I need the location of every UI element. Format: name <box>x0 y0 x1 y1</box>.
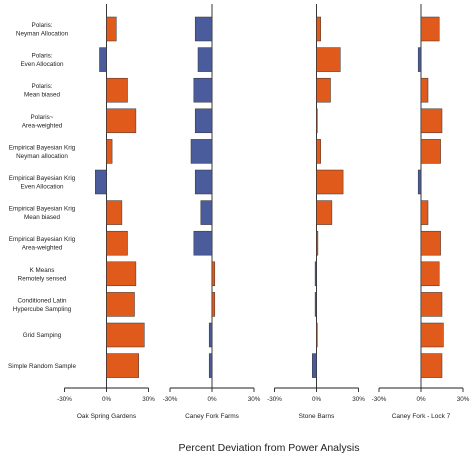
category-label: Empirical Bayesian Krig Neyman allocation <box>9 144 76 160</box>
bar <box>95 169 107 195</box>
bar <box>190 139 213 164</box>
bar <box>316 139 321 164</box>
bar <box>106 261 137 287</box>
x-tick-label: 30% <box>248 396 261 403</box>
bar <box>316 47 341 72</box>
bar <box>194 16 213 42</box>
category-label: Polaris~ Area-weighted <box>22 114 63 130</box>
bar <box>314 261 317 287</box>
x-tick-label: -30% <box>372 396 387 403</box>
bar <box>420 230 441 256</box>
bar <box>193 77 213 103</box>
bar <box>106 322 145 348</box>
category-label: Simple Random Sample <box>8 363 76 370</box>
panel-title: Oak Spring Gardens <box>77 413 137 420</box>
x-tick-label: 30% <box>457 396 470 403</box>
bar <box>106 77 128 103</box>
bar <box>316 16 321 42</box>
bar <box>208 322 213 348</box>
bar <box>316 322 318 348</box>
category-label: K Means Remotely sensed <box>18 267 67 283</box>
bar <box>420 292 443 317</box>
x-tick-label: 0% <box>416 396 426 403</box>
bar <box>312 353 317 378</box>
bar <box>316 200 333 225</box>
panel-title: Caney Fork Farms <box>185 413 240 420</box>
bar <box>316 169 344 195</box>
category-label: Conditioned Latin Hypercube Sampling <box>13 297 72 313</box>
bar <box>106 292 135 317</box>
bar <box>420 322 444 348</box>
bar <box>106 200 123 225</box>
bar <box>314 292 317 317</box>
category-label: Polaris: Even Allocation <box>20 53 64 68</box>
bar <box>106 353 139 378</box>
bar <box>193 230 213 256</box>
bar <box>211 261 216 287</box>
bar <box>316 230 319 256</box>
panel-title: Stone Barns <box>299 413 336 420</box>
bar <box>420 77 429 103</box>
x-tick-label: 0% <box>312 396 322 403</box>
category-label: Empirical Bayesian Krig Even Allocation <box>9 175 76 191</box>
x-tick-label: 0% <box>207 396 217 403</box>
bar <box>197 47 213 72</box>
bar <box>106 16 117 42</box>
category-label: Polaris: Mean biased <box>24 83 61 99</box>
bar <box>417 169 422 195</box>
bar <box>99 47 107 72</box>
bar <box>200 200 213 225</box>
bar <box>420 16 440 42</box>
x-tick-label: -30% <box>267 396 282 403</box>
bar <box>417 47 422 72</box>
x-axis-title: Percent Deviation from Power Analysis <box>179 442 360 454</box>
bar <box>194 108 213 134</box>
bar <box>316 77 331 103</box>
panel-title: Caney Fork - Lock 7 <box>392 413 451 420</box>
category-label: Empirical Bayesian Krig Area-weighted <box>9 236 76 252</box>
bar <box>106 230 128 256</box>
bar <box>208 353 213 378</box>
category-label: Grid Samping <box>23 332 62 339</box>
bar <box>420 353 443 378</box>
category-label: Empirical Bayesian Krig Mean biased <box>9 206 76 222</box>
bar <box>106 139 113 164</box>
x-tick-label: 30% <box>142 396 155 403</box>
bar <box>316 108 318 134</box>
bar <box>194 169 213 195</box>
bar <box>211 292 216 317</box>
x-tick-label: -30% <box>57 396 72 403</box>
category-label: Polaris: Neyman Allocation <box>16 22 69 38</box>
x-tick-label: 30% <box>352 396 365 403</box>
bar <box>420 261 440 287</box>
bar <box>420 139 441 164</box>
bar <box>420 200 429 225</box>
bar <box>106 108 137 134</box>
bar <box>420 108 443 134</box>
x-tick-label: -30% <box>163 396 178 403</box>
x-tick-label: 0% <box>102 396 112 403</box>
